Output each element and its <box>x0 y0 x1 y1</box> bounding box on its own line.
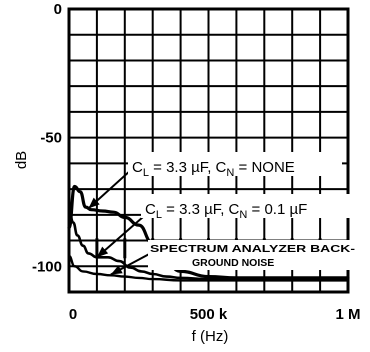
y-tick-label: 0 <box>54 1 62 18</box>
x-tick-label: 500 k <box>190 306 228 323</box>
annotation-2-backdrop <box>141 194 355 218</box>
tick-labels: 0 500 k 1 M 0 -50 -100 <box>32 1 361 323</box>
annotation-cn-0-1uf-sub-n: N <box>239 209 247 221</box>
y-axis-label: dB <box>13 151 30 169</box>
annotation-cn-none-sub-l: L <box>143 167 149 179</box>
x-tick-label: 0 <box>69 306 77 323</box>
annotation-arrows <box>87 169 154 276</box>
annotation-3-backdrop <box>148 240 360 270</box>
annotation-noise-line-1: SPECTRUM ANALYZER BACK- <box>150 243 356 255</box>
annotation-cn-none-sub-n: N <box>226 167 234 179</box>
annotation-cn-0-1uf-sub-l: L <box>156 209 162 221</box>
x-tick-label: 1 M <box>335 306 360 323</box>
annotation-arrow-cn-none-head <box>88 197 100 209</box>
x-axis-label: f (Hz) <box>192 328 229 345</box>
annotation-cn-none-tail: = NONE <box>234 159 294 176</box>
annotation-noise-line-2: GROUND NOISE <box>192 257 274 269</box>
annotation-cn-0-1uf: CL = 3.3 µF, CN = 0.1 µF <box>145 201 307 221</box>
annotation-cn-none: CL = 3.3 µF, CN = NONE <box>132 159 295 179</box>
annotation-cn-none-mid: = 3.3 µF, C <box>149 159 227 176</box>
annotation-cn-0-1uf-tail: = 0.1 µF <box>247 201 307 218</box>
annotation-cn-0-1uf-mid: = 3.3 µF, C <box>162 201 240 218</box>
annotation-arrow-noise-head <box>110 265 123 275</box>
y-tick-label: -50 <box>40 130 62 147</box>
series-line-1 <box>67 184 350 280</box>
series-line-3 <box>67 254 350 282</box>
annotation-arrow-cn-0-1uf-head <box>96 246 109 258</box>
annotation-1-backdrop <box>128 152 342 176</box>
annotation-cn-0-1uf-c: C <box>145 201 156 218</box>
y-tick-label: -100 <box>32 258 62 275</box>
annotation-cn-none-c: C <box>132 159 143 176</box>
